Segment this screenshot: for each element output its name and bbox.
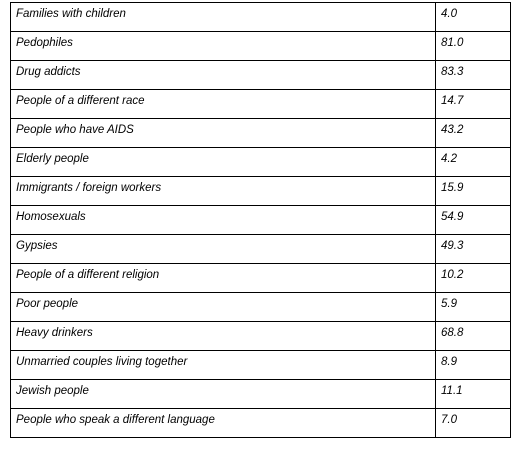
table-row: Jewish people 11.1 [10, 379, 511, 409]
row-label: Elderly people [10, 147, 436, 177]
row-value: 11.1 [435, 379, 511, 409]
table-row: Unmarried couples living together 8.9 [10, 350, 511, 380]
row-value: 14.7 [435, 89, 511, 119]
table-row: People of a different religion 10.2 [10, 263, 511, 293]
row-label: People of a different race [10, 89, 436, 119]
row-label: People who have AIDS [10, 118, 436, 148]
row-value: 83.3 [435, 60, 511, 90]
row-value: 68.8 [435, 321, 511, 351]
table-row: Gypsies 49.3 [10, 234, 511, 264]
table-body: Families with children 4.0 Pedophiles 81.0… [10, 2, 511, 438]
row-label: Immigrants / foreign workers [10, 176, 436, 206]
row-label: Families with children [10, 2, 436, 32]
row-value: 4.2 [435, 147, 511, 177]
row-label: Gypsies [10, 234, 436, 264]
table-row: Families with children 4.0 [10, 2, 511, 32]
row-value: 49.3 [435, 234, 511, 264]
table-row: Drug addicts 83.3 [10, 60, 511, 90]
table-row: Heavy drinkers 68.8 [10, 321, 511, 351]
row-label: People of a different religion [10, 263, 436, 293]
table-row: Immigrants / foreign workers 15.9 [10, 176, 511, 206]
table-row: People of a different race 14.7 [10, 89, 511, 119]
table-row: Elderly people 4.2 [10, 147, 511, 177]
table-row: Poor people 5.9 [10, 292, 511, 322]
row-label: Pedophiles [10, 31, 436, 61]
row-value: 7.0 [435, 408, 511, 438]
row-value: 54.9 [435, 205, 511, 235]
row-value: 15.9 [435, 176, 511, 206]
table-row: Homosexuals 54.9 [10, 205, 511, 235]
row-value: 81.0 [435, 31, 511, 61]
row-label: Homosexuals [10, 205, 436, 235]
row-label: Jewish people [10, 379, 436, 409]
row-value: 43.2 [435, 118, 511, 148]
table-row: Pedophiles 81.0 [10, 31, 511, 61]
table-row: People who speak a different language 7.0 [10, 408, 511, 438]
row-value: 10.2 [435, 263, 511, 293]
row-label: Poor people [10, 292, 436, 322]
row-label: Drug addicts [10, 60, 436, 90]
row-label: People who speak a different language [10, 408, 436, 438]
table-row: People who have AIDS 43.2 [10, 118, 511, 148]
row-value: 5.9 [435, 292, 511, 322]
data-table: Families with children 4.0 Pedophiles 81.0… [10, 2, 511, 438]
row-label: Heavy drinkers [10, 321, 436, 351]
row-value: 4.0 [435, 2, 511, 32]
row-label: Unmarried couples living together [10, 350, 436, 380]
row-value: 8.9 [435, 350, 511, 380]
